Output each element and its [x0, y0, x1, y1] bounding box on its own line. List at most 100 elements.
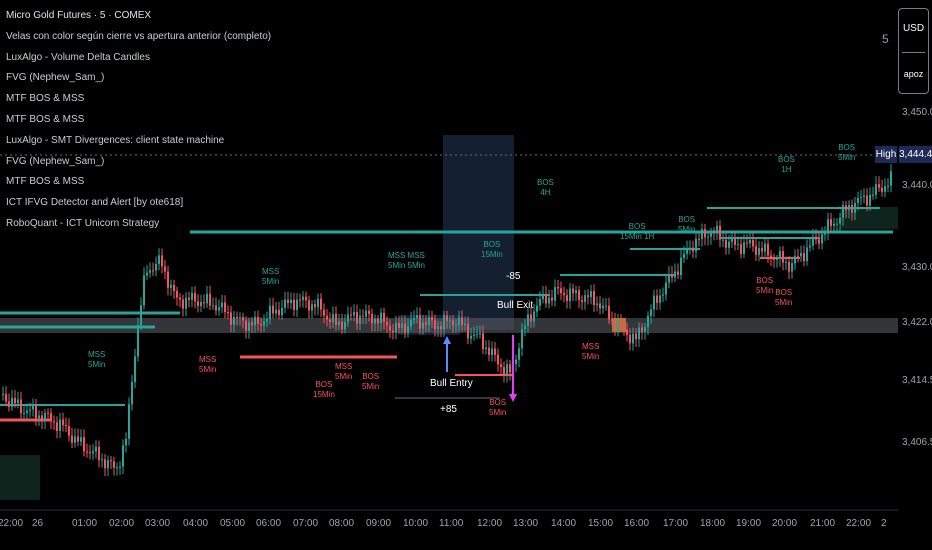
structure-annotation: BOS 15Min 1H — [620, 222, 654, 242]
candle-body — [683, 253, 685, 258]
candle-body — [701, 229, 703, 239]
candle-body — [122, 445, 124, 467]
candle-body — [11, 397, 13, 407]
candle-body — [731, 239, 733, 242]
candle-body — [278, 309, 280, 316]
candle-body — [305, 296, 307, 301]
symbol-title[interactable]: Micro Gold Futures · 5 · COMEX — [6, 10, 152, 21]
candle-body — [518, 348, 520, 360]
candle-body — [725, 239, 727, 248]
candle-body — [263, 321, 265, 326]
candle-body — [806, 247, 808, 261]
annotation-timeframe: 5Min — [838, 153, 856, 162]
candle-body — [575, 290, 577, 294]
indicator-label[interactable]: ICT IFVG Detector and Alert [by ote618] — [6, 197, 184, 209]
indicator-label[interactable]: LuxAlgo - SMT Divergences: client state … — [6, 134, 225, 146]
candle-body — [311, 304, 313, 311]
candle-body — [773, 258, 775, 260]
annotation-text: MSS — [262, 267, 280, 276]
candle-body — [854, 203, 856, 213]
indicator-label[interactable]: FVG (Nephew_Sam_) — [6, 72, 105, 84]
indicator-legend: Micro Gold Futures · 5 · COMEX Velas con… — [6, 6, 271, 235]
currency-unit-button[interactable]: USD apoz — [898, 8, 929, 94]
candle-body — [425, 322, 427, 326]
candle-body — [128, 404, 130, 439]
candle-body — [284, 299, 286, 308]
candle-body — [131, 382, 133, 405]
indicator-label[interactable]: FVG (Nephew_Sam_) — [6, 155, 105, 167]
annotation-text: BOS — [838, 143, 856, 152]
candle-body — [365, 310, 367, 317]
candle-body — [398, 322, 400, 328]
candle-body — [845, 205, 847, 211]
annotation-text: BOS — [483, 240, 501, 249]
candle-body — [449, 320, 451, 322]
candle-body — [191, 292, 193, 300]
candle-body — [17, 399, 19, 404]
candle-body — [83, 437, 85, 452]
candle-body — [767, 243, 769, 256]
candle-body — [584, 295, 586, 302]
indicator-label[interactable]: MTF BOS & MSS — [6, 93, 85, 105]
candle-body — [689, 247, 691, 249]
entry-value-label: +85 — [440, 404, 457, 415]
candle-body — [20, 399, 22, 414]
candle-body — [809, 245, 811, 248]
candle-body — [188, 297, 190, 300]
candle-body — [143, 275, 145, 306]
candle-body — [320, 298, 322, 310]
candle-body — [884, 186, 886, 192]
currency-label: USD — [902, 23, 925, 34]
candle-body — [356, 312, 358, 324]
indicator-label[interactable]: RoboQuant - ICT Unicorn Strategy — [6, 217, 160, 229]
candle-body — [662, 294, 664, 296]
time-label: 19:00 — [736, 518, 762, 529]
candle-body — [308, 300, 310, 311]
time-label: 22:00 — [846, 518, 872, 529]
candle-body — [353, 312, 355, 316]
candle-body — [341, 321, 343, 330]
annotation-timeframe: 5Min — [678, 225, 696, 234]
candle-body — [536, 305, 538, 312]
candle-body — [167, 271, 169, 288]
indicator-label[interactable]: Velas con color según cierre vs apertura… — [6, 30, 272, 42]
time-label: 09:00 — [366, 518, 392, 529]
candle-body — [431, 317, 433, 321]
candle-body — [695, 238, 697, 252]
candle-body — [779, 251, 781, 259]
indicator-label[interactable]: LuxAlgo - Volume Delta Candles — [6, 51, 150, 63]
candle-body — [614, 320, 616, 332]
candle-body — [476, 334, 478, 336]
candle-body — [164, 266, 166, 272]
candle-body — [770, 255, 772, 259]
candle-body — [635, 333, 637, 340]
structure-annotation: BOS 15Min — [481, 240, 503, 260]
candle-body — [368, 310, 370, 314]
structure-annotation: BOS 5Min — [678, 215, 695, 235]
candle-body — [524, 325, 526, 330]
candle-body — [878, 184, 880, 188]
candle-body — [869, 194, 871, 206]
candle-body — [644, 327, 646, 332]
candle-body — [392, 330, 394, 333]
candle-body — [26, 410, 28, 413]
candle-body — [113, 461, 115, 468]
candle-body — [551, 297, 553, 301]
high-tag: High — [875, 146, 897, 163]
structure-annotation: BOS 5Min — [775, 288, 792, 308]
candle-body — [791, 263, 793, 272]
exit-value-label: -85 — [506, 271, 521, 282]
candle-body — [503, 366, 505, 375]
indicator-label[interactable]: MTF BOS & MSS — [6, 113, 85, 125]
candle-body — [335, 313, 337, 326]
candle-body — [218, 307, 220, 311]
price-label: 3,440.0 — [902, 180, 932, 191]
candle-body — [212, 305, 214, 307]
candle-body — [239, 317, 241, 319]
candle-body — [875, 184, 877, 195]
candle-body — [281, 307, 283, 316]
candle-body — [758, 248, 760, 255]
indicator-label[interactable]: MTF BOS & MSS — [6, 176, 85, 188]
candle-body — [509, 364, 511, 373]
